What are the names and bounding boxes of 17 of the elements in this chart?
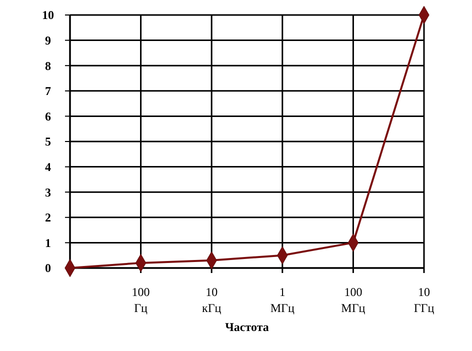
y-tick-label: 2	[45, 210, 51, 225]
y-tick-label: 9	[45, 34, 51, 48]
y-tick-label: 7	[45, 84, 51, 98]
x-tick-label: 10 ГГц	[414, 285, 435, 315]
x-tick-label: 100 МГц	[341, 285, 366, 315]
x-axis-title: Частота	[225, 320, 269, 334]
x-tick-label: 1 МГц	[270, 285, 295, 315]
y-tick-label: 6	[45, 109, 51, 124]
y-tick-label: 0	[45, 261, 51, 276]
y-tick-label: 8	[45, 58, 51, 73]
y-tick-label: 10	[42, 8, 54, 22]
y-tick-label: 3	[45, 185, 51, 200]
y-tick-label: 4	[45, 160, 51, 174]
x-tick-label: 100 Гц	[132, 285, 150, 315]
y-tick-label: 1	[45, 236, 51, 250]
x-tick-label: 10 кГц	[202, 285, 222, 315]
y-tick-label: 5	[45, 134, 51, 149]
